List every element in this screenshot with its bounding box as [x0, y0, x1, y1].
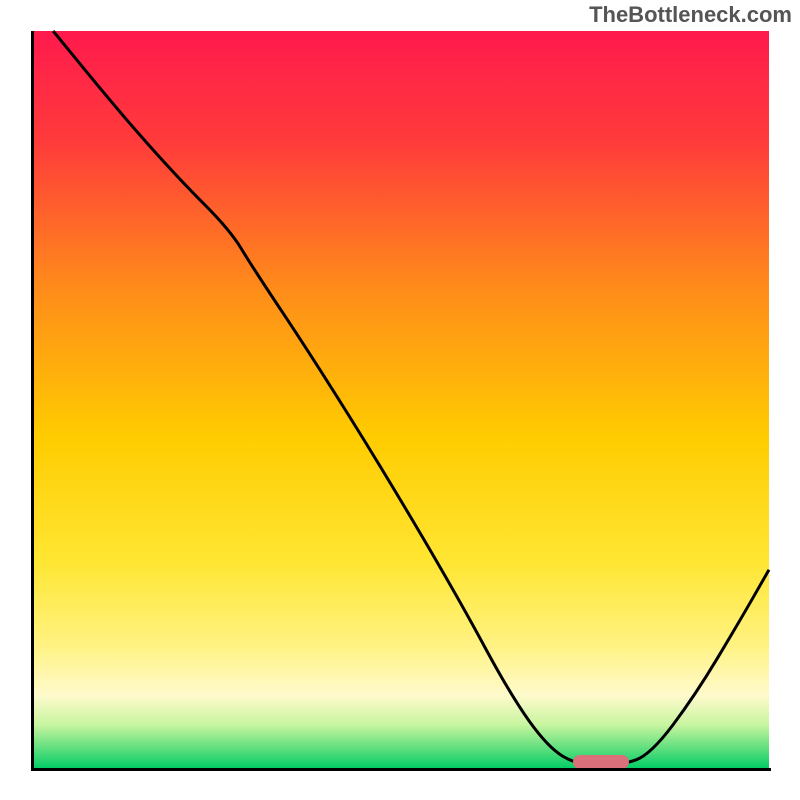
- y-axis-line: [31, 31, 34, 771]
- optimal-marker: [573, 755, 629, 768]
- curve-svg: [31, 31, 769, 769]
- bottleneck-curve: [53, 31, 769, 765]
- x-axis-line: [31, 768, 771, 771]
- watermark-text: TheBottleneck.com: [589, 2, 792, 28]
- plot-inner: [31, 31, 769, 769]
- plot-area: [30, 30, 770, 770]
